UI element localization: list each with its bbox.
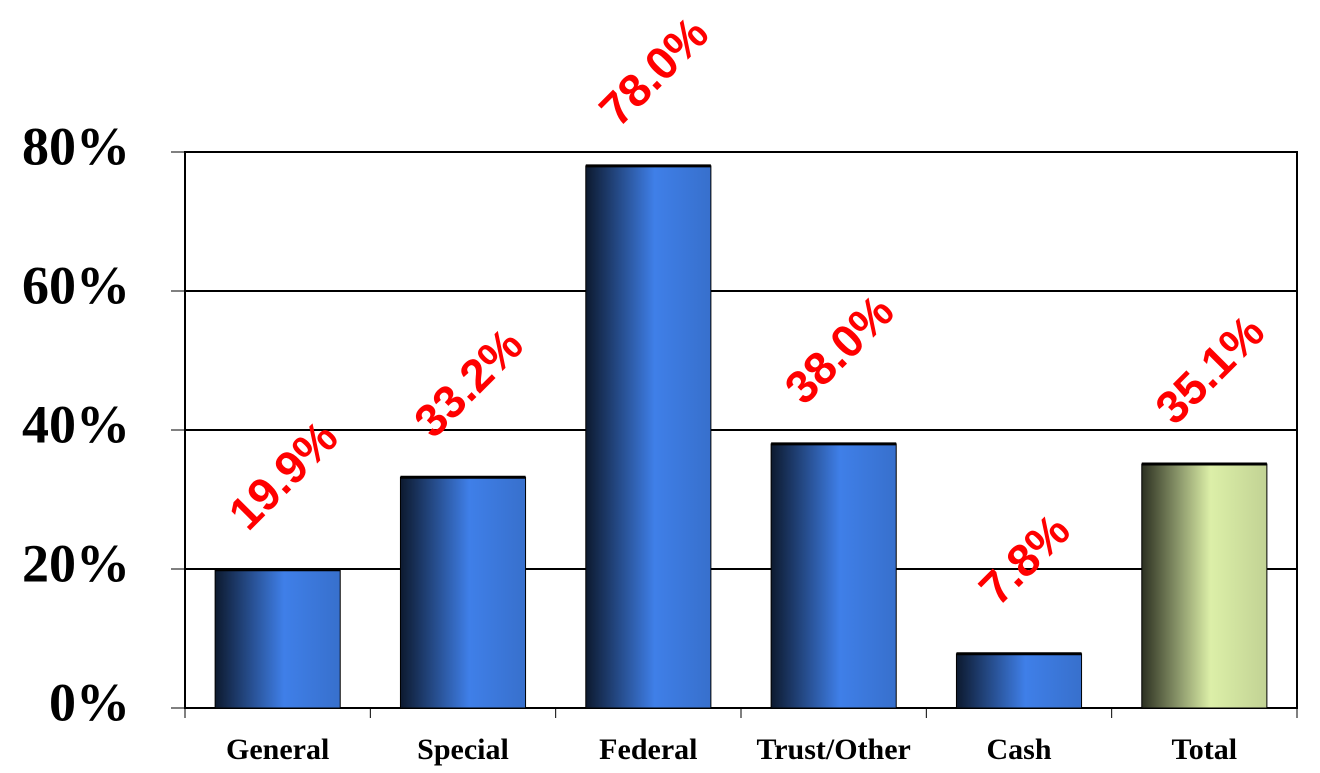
y-tick-label: 80% bbox=[22, 116, 130, 176]
value-label: 33.2% bbox=[404, 318, 533, 447]
value-label: 38.0% bbox=[774, 285, 903, 414]
y-tick-label: 0% bbox=[49, 672, 130, 732]
x-tick-label: General bbox=[226, 733, 329, 766]
bar-shade bbox=[1141, 464, 1267, 708]
bar-shade bbox=[400, 477, 526, 708]
x-tick-label: Special bbox=[417, 733, 509, 766]
value-label: 35.1% bbox=[1145, 305, 1274, 434]
x-tick-label: Total bbox=[1172, 733, 1238, 766]
x-tick-label: Trust/Other bbox=[756, 733, 910, 766]
y-tick-label: 40% bbox=[22, 394, 130, 454]
value-label: 7.8% bbox=[969, 504, 1080, 615]
y-tick-label: 20% bbox=[22, 533, 130, 593]
bar-shade bbox=[956, 653, 1082, 708]
x-tick-label: Cash bbox=[986, 733, 1051, 766]
x-tick-label: Federal bbox=[599, 733, 697, 766]
bar-shade bbox=[771, 443, 897, 708]
bar-shade bbox=[215, 569, 341, 708]
bar-shade bbox=[585, 165, 711, 708]
y-tick-label: 60% bbox=[22, 255, 130, 315]
value-label: 78.0% bbox=[589, 7, 718, 136]
